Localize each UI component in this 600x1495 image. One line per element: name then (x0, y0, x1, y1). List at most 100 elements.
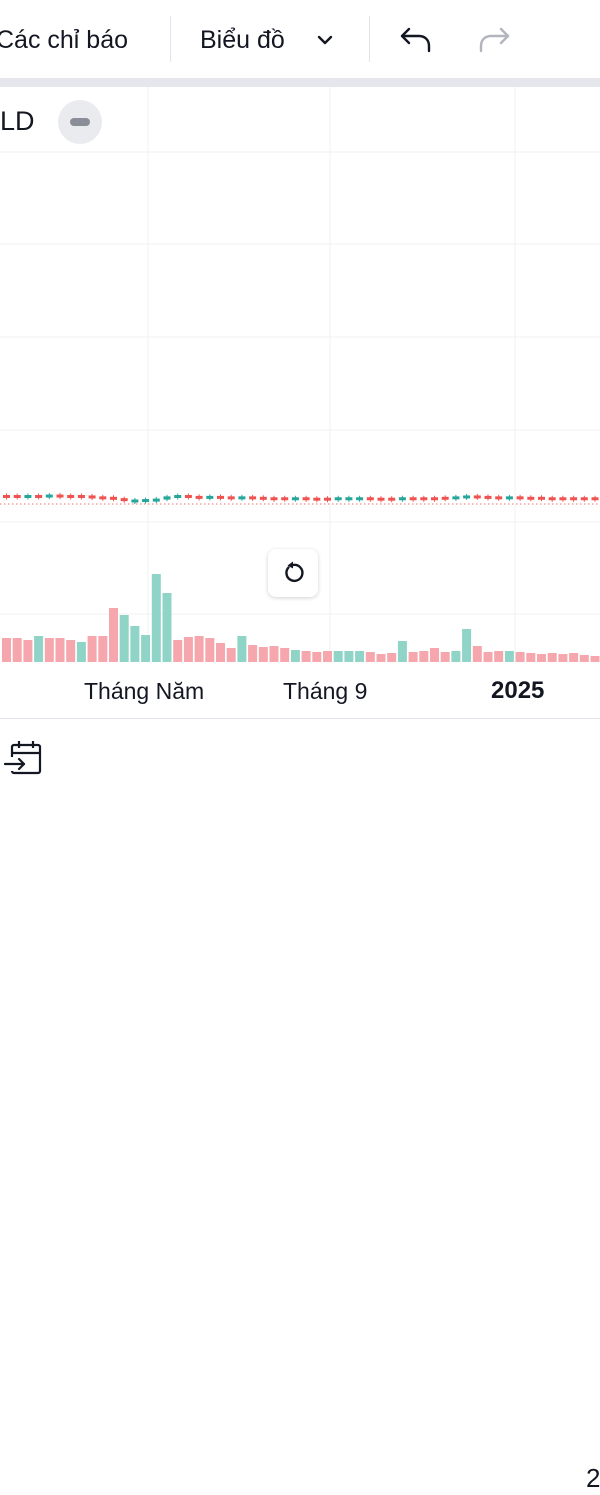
candle-body (249, 496, 257, 500)
volume-bar (387, 653, 397, 662)
candle-body (516, 496, 524, 500)
volume-bar (194, 636, 204, 662)
volume-bar (258, 647, 268, 662)
candle-body (398, 497, 406, 501)
volume-bar (547, 653, 557, 662)
volume-bar (76, 642, 86, 662)
volume-bar (151, 574, 161, 662)
volume-bar (440, 652, 450, 662)
candle-body (238, 496, 246, 500)
price-chart[interactable] (0, 87, 600, 715)
volume-bar (558, 654, 568, 662)
volume-bar (365, 652, 375, 662)
collapse-minus-icon[interactable] (58, 100, 102, 144)
volume-bar (301, 651, 311, 662)
volume-bar (355, 651, 365, 662)
candle-body (548, 497, 556, 501)
reset-rotate-icon (285, 561, 304, 583)
candle-body (110, 496, 117, 500)
chevron-down-icon[interactable] (315, 30, 335, 50)
candle-body (334, 497, 342, 501)
volume-bar (173, 640, 183, 662)
candle-body (356, 497, 364, 501)
candle-body (3, 495, 10, 498)
volume-bar (462, 629, 472, 662)
time-axis-label: Tháng 9 (283, 678, 368, 704)
volume-bar (333, 651, 343, 662)
volume-bar (109, 608, 118, 662)
candle-body (463, 495, 471, 499)
candle-body (56, 494, 64, 498)
volume-bar (269, 646, 279, 662)
volume-bar (526, 653, 536, 662)
candle-body (227, 496, 235, 500)
candle-body (142, 499, 150, 503)
volume-bar (66, 640, 76, 662)
candle-body (452, 496, 460, 500)
volume-bar (130, 626, 140, 662)
volume-bar (537, 654, 546, 662)
calendar-goto-date-icon[interactable] (4, 739, 44, 779)
candle-body (484, 495, 492, 499)
candle-body (259, 496, 267, 500)
volume-bar (87, 636, 97, 662)
volume-bar (569, 653, 579, 662)
candle-body (291, 497, 299, 501)
candle-body (505, 496, 513, 500)
candle-body (120, 498, 128, 502)
undo-arrow-icon[interactable] (398, 22, 434, 56)
candle-body (270, 497, 278, 501)
candle-body (35, 495, 43, 498)
candle-body (45, 494, 53, 498)
candle-body (281, 497, 289, 501)
volume-bar (98, 636, 108, 662)
volume-bar (280, 648, 290, 662)
volume-bar (290, 650, 300, 662)
volume-bar (494, 651, 504, 662)
volume-bar (205, 638, 215, 662)
candle-body (420, 497, 428, 501)
volume-bar (579, 655, 589, 662)
candle-body (324, 497, 331, 501)
volume-bar (141, 635, 151, 662)
candle-body (302, 497, 310, 501)
candle-body (88, 495, 96, 499)
volume-bar (23, 640, 33, 662)
candle-body (163, 496, 171, 500)
volume-bar (323, 651, 332, 662)
price-value-truncated: 2 (586, 1463, 600, 1493)
candle-body (591, 497, 599, 501)
candle-body (580, 497, 588, 501)
candle-body (473, 495, 481, 499)
reset-chart-button[interactable] (268, 549, 318, 597)
volume-bar (2, 638, 11, 662)
candle-body (345, 497, 353, 501)
candle-body (174, 495, 182, 498)
volume-bar (376, 654, 386, 662)
footer-divider (0, 718, 600, 719)
volume-bar (483, 652, 493, 662)
indicators-button[interactable]: Các chỉ báo (0, 26, 129, 54)
volume-bar (504, 651, 514, 662)
candle-body (570, 497, 578, 501)
candle-body (24, 495, 32, 498)
chart-toolbar: Các chỉ báo Biểu đồ (0, 0, 600, 78)
volume-bar (12, 638, 22, 662)
candle-body (99, 496, 107, 500)
chart-type-button[interactable]: Biểu đồ (200, 26, 285, 54)
time-axis-label: 2025 (491, 677, 545, 704)
toolbar-separator (170, 16, 171, 62)
volume-bar (237, 636, 247, 662)
volume-bar (44, 638, 54, 662)
candle-body (527, 496, 535, 500)
redo-arrow-icon[interactable] (476, 22, 512, 56)
candle-body (184, 495, 192, 498)
candle-body (409, 497, 417, 501)
volume-bar (397, 641, 407, 662)
volume-bar (248, 645, 258, 662)
volume-bar (515, 652, 525, 662)
volume-bar (312, 652, 322, 662)
candle-body (206, 495, 214, 499)
candle-body (13, 495, 21, 498)
candle-body (559, 497, 567, 501)
